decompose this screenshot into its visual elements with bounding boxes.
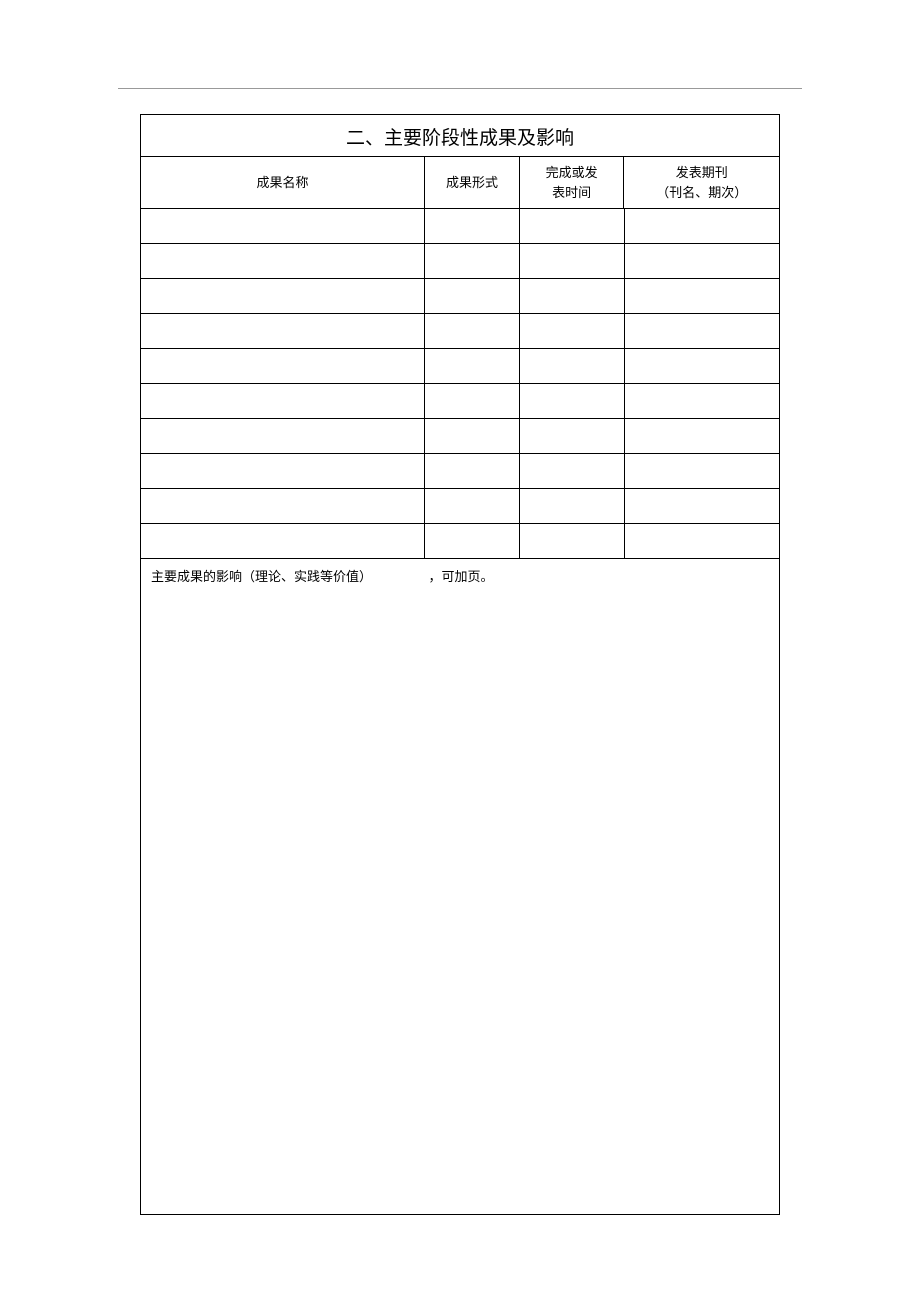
table-row xyxy=(141,209,779,244)
cell-form xyxy=(425,419,520,453)
cell-name xyxy=(141,454,425,488)
cell-name xyxy=(141,279,425,313)
cell-time xyxy=(520,419,625,453)
cell-form xyxy=(425,244,520,278)
cell-form xyxy=(425,454,520,488)
top-rule xyxy=(118,88,802,89)
table-row xyxy=(141,349,779,384)
header-col-form: 成果形式 xyxy=(425,157,520,208)
notes-label-part1: 主要成果的影响（理论、实践等价值） xyxy=(151,569,372,584)
cell-journal xyxy=(625,419,780,453)
cell-journal xyxy=(625,384,780,418)
cell-time xyxy=(520,524,625,558)
header-col-time: 完成或发表时间 xyxy=(520,157,625,208)
cell-form xyxy=(425,489,520,523)
cell-time xyxy=(520,314,625,348)
table-row xyxy=(141,419,779,454)
cell-name xyxy=(141,314,425,348)
cell-form xyxy=(425,349,520,383)
cell-form xyxy=(425,209,520,243)
table-row xyxy=(141,454,779,489)
notes-label-part2: ，可加页。 xyxy=(429,569,494,584)
cell-time xyxy=(520,384,625,418)
section-title: 二、主要阶段性成果及影响 xyxy=(141,115,779,157)
header-col-name: 成果名称 xyxy=(141,157,425,208)
cell-journal xyxy=(625,314,780,348)
cell-time xyxy=(520,489,625,523)
cell-name xyxy=(141,209,425,243)
table-row xyxy=(141,314,779,349)
table-row xyxy=(141,279,779,314)
cell-name xyxy=(141,244,425,278)
cell-journal xyxy=(625,244,780,278)
cell-form xyxy=(425,384,520,418)
cell-name xyxy=(141,349,425,383)
cell-name xyxy=(141,384,425,418)
cell-journal xyxy=(625,209,780,243)
cell-form xyxy=(425,524,520,558)
cell-name xyxy=(141,489,425,523)
table-row xyxy=(141,524,779,559)
cell-time xyxy=(520,349,625,383)
header-col-journal: 发表期刊（刊名、期次） xyxy=(624,157,779,208)
cell-time xyxy=(520,454,625,488)
cell-time xyxy=(520,209,625,243)
table-row xyxy=(141,244,779,279)
notes-area: 主要成果的影响（理论、实践等价值） ，可加页。 xyxy=(141,559,779,1214)
table-row xyxy=(141,384,779,419)
cell-journal xyxy=(625,489,780,523)
cell-journal xyxy=(625,454,780,488)
cell-name xyxy=(141,419,425,453)
cell-time xyxy=(520,244,625,278)
cell-form xyxy=(425,279,520,313)
cell-journal xyxy=(625,524,780,558)
form-table: 二、主要阶段性成果及影响 成果名称 成果形式 完成或发表时间 发表期刊（刊名、期… xyxy=(140,114,780,1215)
table-row xyxy=(141,489,779,524)
page-container: 二、主要阶段性成果及影响 成果名称 成果形式 完成或发表时间 发表期刊（刊名、期… xyxy=(0,0,920,1302)
cell-journal xyxy=(625,349,780,383)
cell-form xyxy=(425,314,520,348)
table-header-row: 成果名称 成果形式 完成或发表时间 发表期刊（刊名、期次） xyxy=(141,157,779,209)
cell-time xyxy=(520,279,625,313)
cell-journal xyxy=(625,279,780,313)
cell-name xyxy=(141,524,425,558)
